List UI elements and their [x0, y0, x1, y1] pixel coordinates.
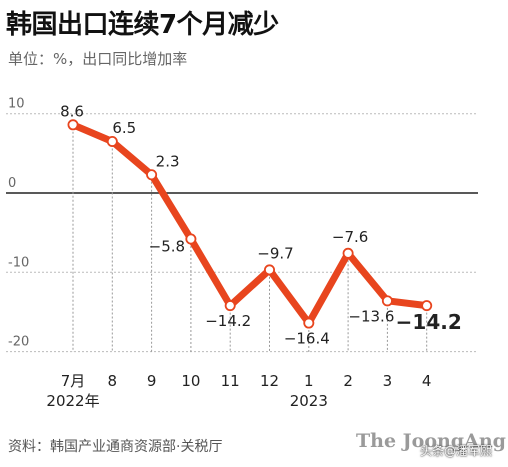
y-tick-label: -10 — [8, 255, 29, 270]
x-tick-label: 8 — [108, 372, 118, 390]
x-tick-label: 12 — [260, 372, 279, 390]
y-tick-label: 10 — [8, 97, 25, 112]
data-label: −14.2 — [396, 310, 462, 334]
data-point — [146, 169, 158, 181]
data-point — [106, 135, 118, 147]
data-point — [224, 300, 236, 312]
data-label: −9.7 — [257, 244, 293, 262]
data-point — [342, 247, 354, 259]
series-line — [69, 121, 431, 327]
x-tick-label: 7月 — [61, 372, 86, 390]
source-note: 资料：韩国产业通商资源部·关税厅 — [8, 439, 223, 455]
data-label: −5.8 — [149, 237, 185, 255]
data-label: −13.6 — [348, 307, 394, 325]
data-label: 8.6 — [60, 102, 84, 120]
x-tick-label: 9 — [147, 372, 157, 390]
data-point — [67, 119, 79, 131]
y-tick-label: 0 — [8, 176, 16, 191]
data-label: 6.5 — [112, 119, 136, 137]
line-chart: 10 0 -10 -20 8.6 6.5 2.3 −5.8 −14.2 −9.7 −16.4 −7.… — [6, 97, 478, 410]
data-point — [381, 295, 393, 307]
x-tick-label: 10 — [181, 372, 200, 390]
x-year-label: 2023 — [290, 392, 328, 410]
guide-lines — [72, 131, 428, 352]
x-year-label: 2022年 — [46, 392, 99, 410]
data-label: −7.6 — [332, 228, 368, 246]
data-points — [67, 119, 433, 329]
data-labels: 8.66.52.3−5.8−14.2−9.7−16.4−7.6−13.6 −14.… — [60, 102, 462, 347]
x-tick-label: 11 — [221, 372, 240, 390]
data-point — [421, 300, 433, 312]
y-axis-ticks: 10 0 -10 -20 — [8, 97, 29, 350]
x-tick-label: 1 — [304, 372, 314, 390]
data-label: −14.2 — [205, 312, 251, 330]
brand-logo: The JoongAng — [356, 430, 506, 452]
watermark: 头条@潘军熙 — [420, 444, 493, 458]
x-tick-label: 4 — [422, 372, 432, 390]
data-label: 2.3 — [156, 152, 180, 170]
data-point — [185, 233, 197, 245]
data-line-layer — [69, 121, 431, 327]
chart-subtitle: 单位：%，出口同比增加率 — [8, 50, 188, 68]
chart-title: 韩国出口连续7个月减少 — [6, 10, 279, 40]
data-label: −16.4 — [284, 330, 330, 348]
data-point — [263, 264, 275, 276]
data-point — [303, 317, 315, 329]
x-tick-label: 2 — [343, 372, 353, 390]
grid-lines — [6, 113, 478, 353]
x-tick-label: 3 — [383, 372, 393, 390]
y-tick-label: -20 — [8, 335, 29, 350]
